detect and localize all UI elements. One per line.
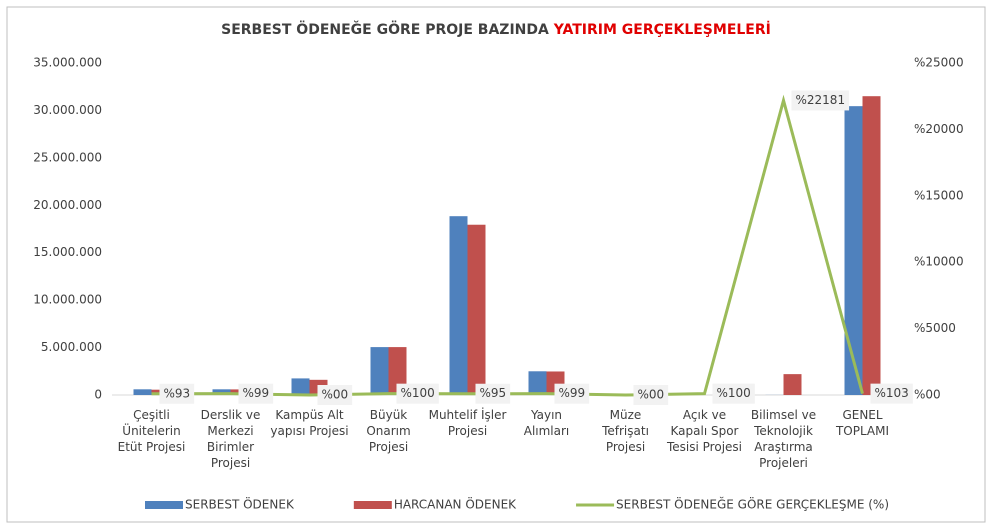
y-tick-label: 35.000.000	[33, 56, 102, 70]
legend-label: SERBEST ÖDENEĞE GÖRE GERÇEKLEŞME (%)	[616, 496, 889, 512]
data-label: %00	[322, 388, 349, 402]
data-label-bg	[554, 383, 590, 404]
data-label-bg	[633, 385, 669, 405]
y2-tick-label: %25000	[914, 56, 964, 70]
data-label: %100	[717, 386, 751, 400]
data-label-bg	[317, 385, 353, 405]
y-tick-label: 15.000.000	[33, 245, 102, 259]
legend-label: HARCANAN ÖDENEK	[394, 496, 517, 512]
bar	[370, 347, 389, 395]
x-tick-label: Çeşitli Ünitelerin Etüt Projesi	[117, 408, 186, 454]
data-label-bg	[475, 383, 511, 404]
bar	[862, 96, 881, 395]
y-tick-label: 5.000.000	[41, 340, 102, 354]
y2-tick-label: %20000	[914, 122, 964, 136]
y-tick-label: 20.000.000	[33, 198, 102, 212]
x-tick-label: Açık ve Kapalı Spor Tesisi Projesi	[667, 408, 742, 454]
bar	[783, 374, 802, 395]
y2-tick-label: %5000	[914, 321, 956, 335]
legend-label: SERBEST ÖDENEK	[185, 496, 295, 512]
chart-title: SERBEST ÖDENEĞE GÖRE PROJE BAZINDA YATIR…	[221, 20, 771, 38]
data-label-bg	[870, 383, 913, 404]
data-label: %22181	[796, 93, 846, 107]
y2-tick-label: %15000	[914, 188, 964, 202]
x-tick-label: Muhtelif İşler Projesi	[428, 408, 507, 438]
data-label-bg	[396, 383, 439, 404]
legend-swatch	[145, 501, 183, 509]
y-tick-label: 30.000.000	[33, 103, 102, 117]
data-label: %00	[638, 388, 665, 402]
data-label-bg	[159, 383, 195, 404]
x-tick-label: Bilimsel ve Teknolojik Araştırma Projele…	[750, 408, 817, 470]
title-main: SERBEST ÖDENEĞE GÖRE PROJE BAZINDA	[221, 20, 549, 38]
y2-tick-label: %10000	[914, 255, 964, 269]
data-label-bg	[712, 383, 755, 404]
x-tick-label: Derslik ve Merkezi Birimler Projesi	[200, 408, 261, 470]
x-tick-label: GENEL TOPLAMI	[835, 408, 890, 438]
bar	[467, 224, 486, 395]
y2-tick-label: %00	[914, 388, 941, 402]
bar	[449, 216, 468, 395]
data-label-bg	[238, 383, 274, 404]
bar	[133, 389, 152, 395]
legend-swatch	[353, 501, 392, 509]
data-label: %99	[243, 386, 270, 400]
bar	[388, 347, 407, 395]
y-tick-label: 0	[94, 388, 102, 402]
data-label: %103	[875, 386, 909, 400]
x-tick-label: Müze Tefrişatı Projesi	[602, 408, 649, 454]
x-tick-label: Yayın Alımları	[523, 408, 570, 438]
y-tick-label: 10.000.000	[33, 293, 102, 307]
x-tick-label: Kampüs Alt yapısı Projesi	[270, 408, 349, 438]
data-label: %99	[559, 386, 586, 400]
data-label: %93	[164, 386, 191, 400]
title-highlight: YATIRIM GERÇEKLEŞMELERİ	[553, 21, 771, 38]
x-tick-label: Büyük Onarım Projesi	[366, 408, 411, 454]
y-tick-label: 25.000.000	[33, 150, 102, 164]
data-label: %100	[401, 386, 435, 400]
data-label-bg	[791, 90, 850, 111]
bar	[844, 106, 863, 395]
bar	[291, 378, 310, 395]
data-label: %95	[480, 386, 507, 400]
bar	[212, 389, 231, 395]
bar	[528, 371, 547, 395]
